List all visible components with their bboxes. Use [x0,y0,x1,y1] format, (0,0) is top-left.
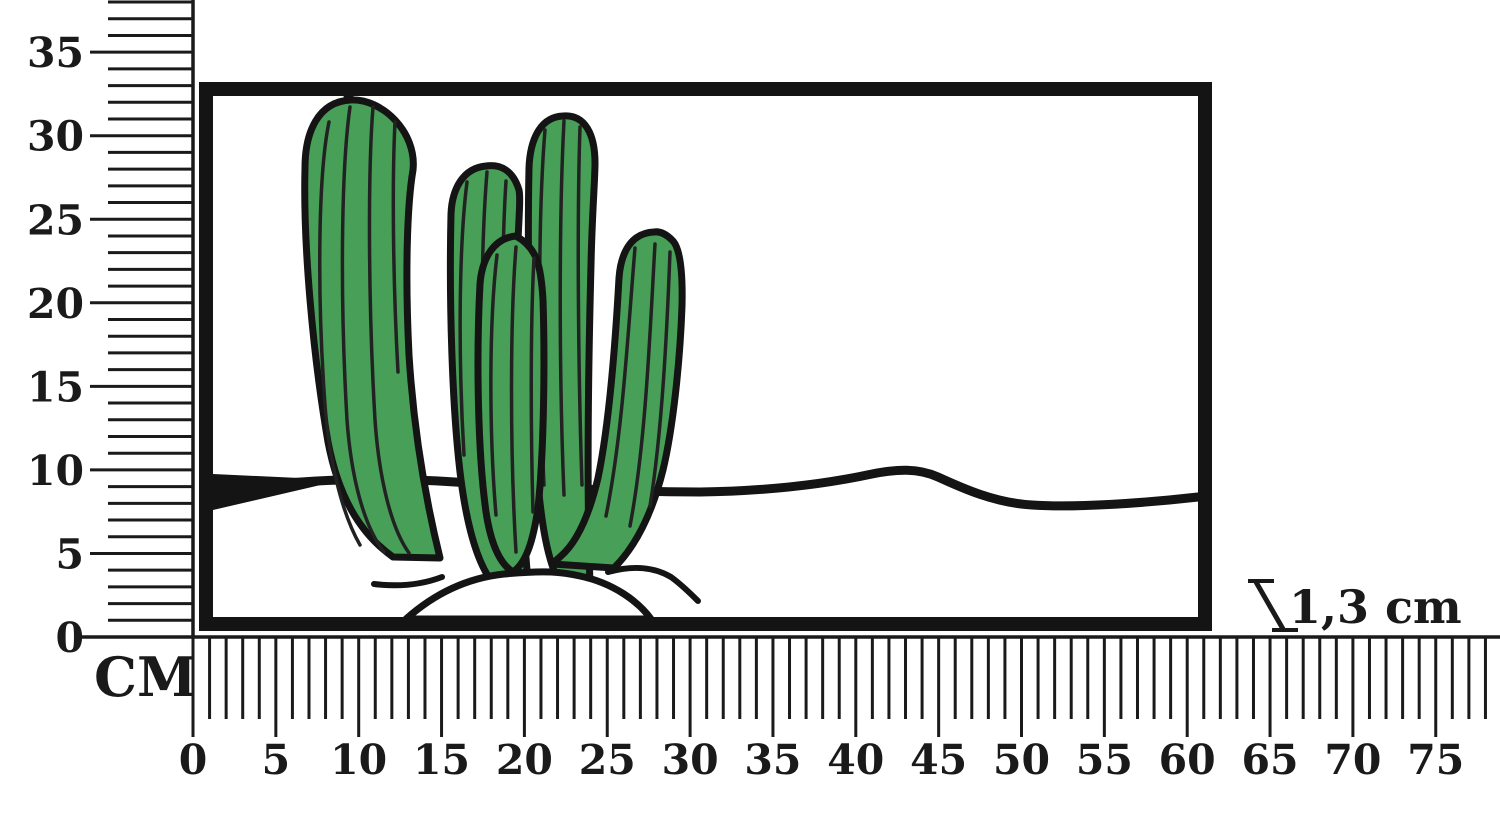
v-ruler-label-0: 0 [55,614,84,662]
h-ruler-label-75: 75 [1407,736,1464,784]
depth-value: 1,3 cm [1289,580,1462,634]
cactus [301,88,686,588]
v-ruler-label-15: 15 [27,363,84,411]
v-ruler-label-30: 30 [27,113,84,161]
v-ruler-label-35: 35 [27,29,84,77]
base-mound [402,568,655,623]
vertical-ruler-ticks [90,0,193,639]
h-ruler-label-60: 60 [1159,736,1216,784]
root-flourish-right [605,564,701,604]
h-ruler-label-30: 30 [662,736,719,784]
cactus-ridge [391,120,400,374]
vertical-ruler-labels: 0 5 10 15 20 25 30 35 [27,29,84,662]
cactus-ridge [509,245,518,554]
h-ruler-label-0: 0 [179,736,208,784]
h-ruler-label-70: 70 [1324,736,1381,784]
root-flourish-left [371,574,445,589]
cactus-ridge [604,246,637,518]
vertical-ruler: 0 5 10 15 20 25 30 35 [27,0,195,662]
depth-callout: 1,3 cm [1248,579,1462,634]
cactus-ridge [489,253,499,517]
horizontal-ruler: 0 5 10 15 20 25 30 35 40 45 50 55 60 65 70 75 [82,635,1500,784]
h-ruler-label-65: 65 [1242,736,1299,784]
h-ruler-label-5: 5 [262,736,291,784]
v-ruler-label-20: 20 [27,280,84,328]
v-ruler-label-5: 5 [55,530,84,578]
cactus-ridge [318,120,362,547]
cm-unit-label: CM [94,645,197,709]
h-ruler-label-55: 55 [1076,736,1133,784]
h-ruler-label-15: 15 [413,736,470,784]
h-ruler-label-25: 25 [579,736,636,784]
h-ruler-label-10: 10 [330,736,387,784]
cactus-ridge [628,242,657,528]
cactus-wall-art [199,82,1212,631]
horizontal-ruler-labels: 0 5 10 15 20 25 30 35 40 45 50 55 60 65 70 75 [179,736,1465,784]
h-ruler-label-50: 50 [993,736,1050,784]
art-frame [199,82,1212,631]
cactus-ridge [576,125,584,487]
cactus-ridge [558,119,566,497]
v-ruler-label-10: 10 [27,447,84,495]
v-ruler-label-25: 25 [27,196,84,244]
depth-icon [1248,579,1298,632]
cactus-ridge [458,180,469,457]
cactus-ridge [529,256,536,514]
h-ruler-label-40: 40 [827,736,884,784]
h-ruler-label-45: 45 [910,736,967,784]
horizontal-ruler-ticks [191,637,1487,737]
cactus-ridge [648,250,672,508]
cactus-stem-left-tall [301,96,444,562]
cactus-ridge [340,105,386,554]
h-ruler-label-35: 35 [744,736,801,784]
cactus-ridge [367,105,411,555]
depth-icon-diagonal [1253,580,1286,631]
cactus-stem-front [474,232,548,576]
h-ruler-label-20: 20 [496,736,553,784]
cactus-stem-right-arm [548,228,686,572]
